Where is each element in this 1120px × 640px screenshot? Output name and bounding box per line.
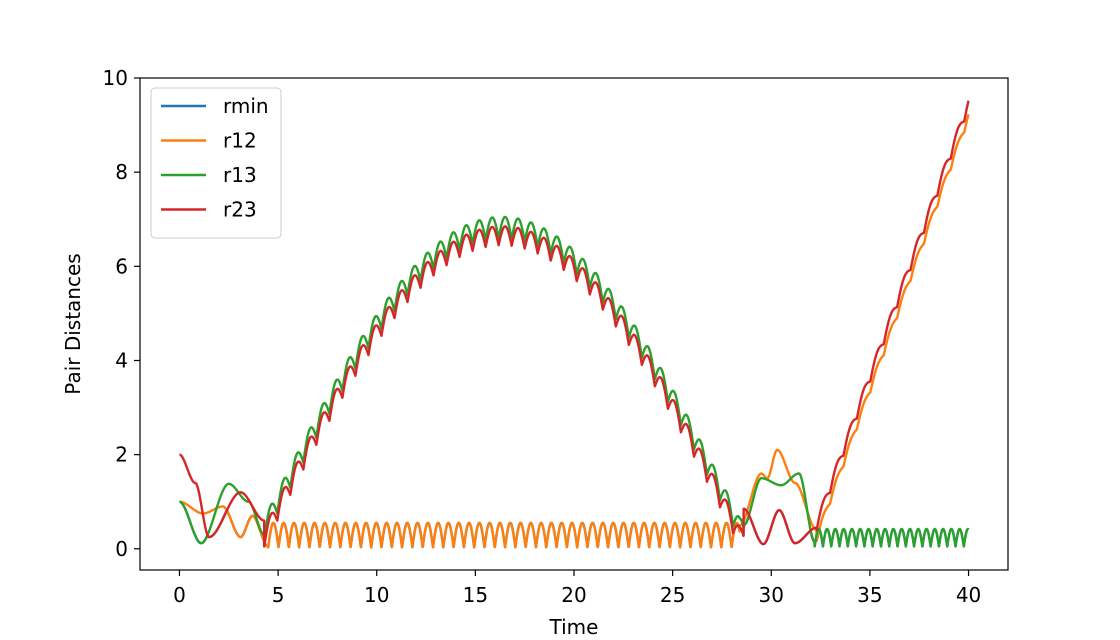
series-line-r23 (178, 99, 970, 548)
x-tick-label: 25 (660, 583, 685, 607)
legend-label-rmin: rmin (223, 94, 269, 118)
x-axis-label: Time (549, 615, 599, 639)
y-tick-label: 10 (103, 66, 128, 90)
legend-label-r23: r23 (223, 198, 257, 222)
y-tick-label: 8 (115, 160, 128, 184)
y-tick-label: 6 (115, 254, 128, 278)
series-line-r12 (178, 113, 970, 549)
x-tick-label: 35 (857, 583, 882, 607)
legend-box (150, 87, 282, 239)
x-tick-label: 0 (173, 583, 186, 607)
x-tick-label: 30 (759, 583, 784, 607)
series-layer (178, 99, 970, 549)
x-tick-label: 20 (561, 583, 586, 607)
ticks-layer: 0 5 10 15 20 25 30 35 40 0 2 4 6 8 10 (103, 66, 982, 607)
legend-label-r12: r12 (223, 129, 257, 153)
y-tick-label: 2 (115, 443, 128, 467)
legend-label-r13: r13 (223, 163, 257, 187)
y-tick-label: 0 (115, 537, 128, 561)
x-tick-label: 5 (272, 583, 285, 607)
y-axis-label: Pair Distances (61, 253, 85, 394)
x-tick-label: 40 (956, 583, 981, 607)
x-tick-label: 15 (463, 583, 488, 607)
y-tick-label: 4 (115, 348, 128, 372)
x-tick-label: 10 (364, 583, 389, 607)
legend: rmin r12 r13 r23 (150, 87, 282, 239)
series-line-r13 (178, 215, 970, 548)
